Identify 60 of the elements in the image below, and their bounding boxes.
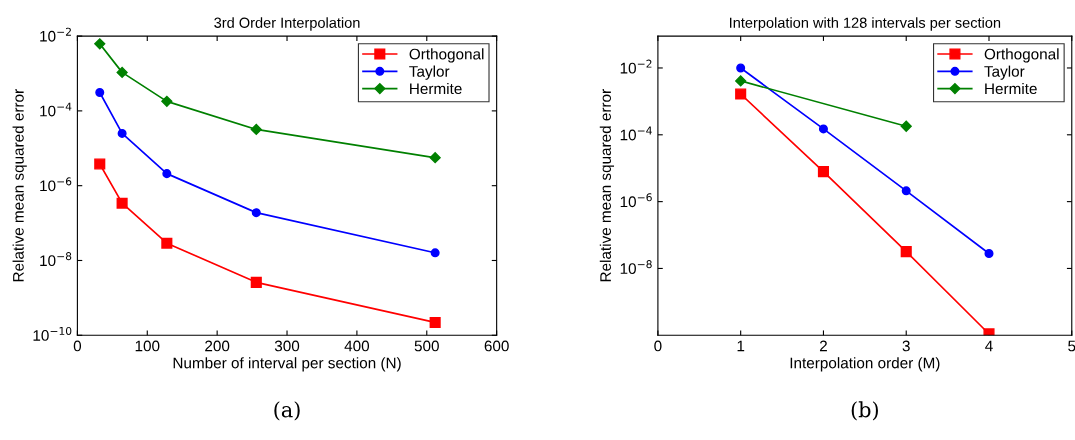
point	[429, 316, 441, 329]
x-tick-label: 1	[737, 340, 745, 352]
x-tick-label: 400	[344, 340, 370, 352]
x-tick-label: 5	[1068, 340, 1075, 352]
legend-label: Hermite	[410, 82, 462, 95]
y-tick-label: 10$^{−8}$	[40, 252, 72, 267]
point	[116, 66, 128, 78]
point	[161, 237, 173, 249]
x-tick-label: 4	[985, 340, 993, 352]
x-tick-label: 300	[274, 340, 300, 352]
y-tick-label: 10$^{−4}$	[620, 126, 652, 141]
x-tick-label: 600	[484, 340, 509, 352]
x-tick-label: 200	[205, 340, 230, 352]
y-tick-label: 10$^{−6}$	[40, 177, 72, 192]
point	[900, 246, 912, 258]
x-tick-label: 3	[902, 340, 910, 352]
y-tick-label: 10$^{−6}$	[620, 193, 652, 208]
legend-label: Taylor	[409, 65, 450, 80]
point	[430, 248, 440, 258]
y-tick-label: 10$^{−2}$	[40, 27, 71, 42]
y-tick-label: 10$^{−10}$	[33, 326, 72, 341]
point	[900, 120, 912, 132]
legend-label: Orthogonal	[409, 48, 484, 63]
x-axis-title: Interpolation order (M)	[790, 357, 940, 372]
point	[162, 169, 172, 179]
x-axis-title: Number of interval per section (N)	[173, 357, 401, 372]
y-tick-label: 10$^{−2}$	[620, 59, 652, 74]
point	[735, 75, 747, 87]
point	[429, 152, 441, 164]
point	[161, 95, 173, 107]
legend-label: Orthogonal	[984, 48, 1059, 63]
x-tick-label: 0	[654, 340, 662, 352]
point	[94, 158, 106, 170]
y-tick-label: 10$^{−8}$	[620, 260, 652, 275]
point	[250, 276, 262, 288]
point	[95, 87, 105, 98]
point	[817, 166, 830, 178]
point	[94, 38, 106, 50]
x-tick-label: 0	[73, 340, 82, 352]
y-tick-label: 10$^{−4}$	[40, 102, 72, 117]
x-tick-label: 100	[135, 340, 160, 352]
text: (a)	[274, 401, 300, 421]
legend-label: Taylor	[984, 65, 1025, 80]
x-tick-label: 2	[819, 340, 827, 352]
point	[818, 124, 828, 134]
point	[250, 123, 262, 135]
point	[117, 128, 127, 138]
point	[735, 88, 747, 100]
point	[901, 186, 911, 196]
point	[116, 197, 128, 209]
text: (b)	[851, 401, 878, 421]
chart-title: 3rd Order Interpolation	[214, 17, 360, 31]
x-tick-label: 500	[414, 340, 439, 352]
point	[984, 248, 994, 259]
point	[736, 63, 746, 73]
y-axis-title: Relative mean squared error	[599, 89, 615, 282]
point	[251, 208, 261, 218]
y-axis-title: Relative mean squared error	[12, 89, 27, 282]
legend-label: Hermite	[985, 82, 1037, 95]
chart-title: Interpolation with 128 intervals per section	[730, 17, 1001, 31]
